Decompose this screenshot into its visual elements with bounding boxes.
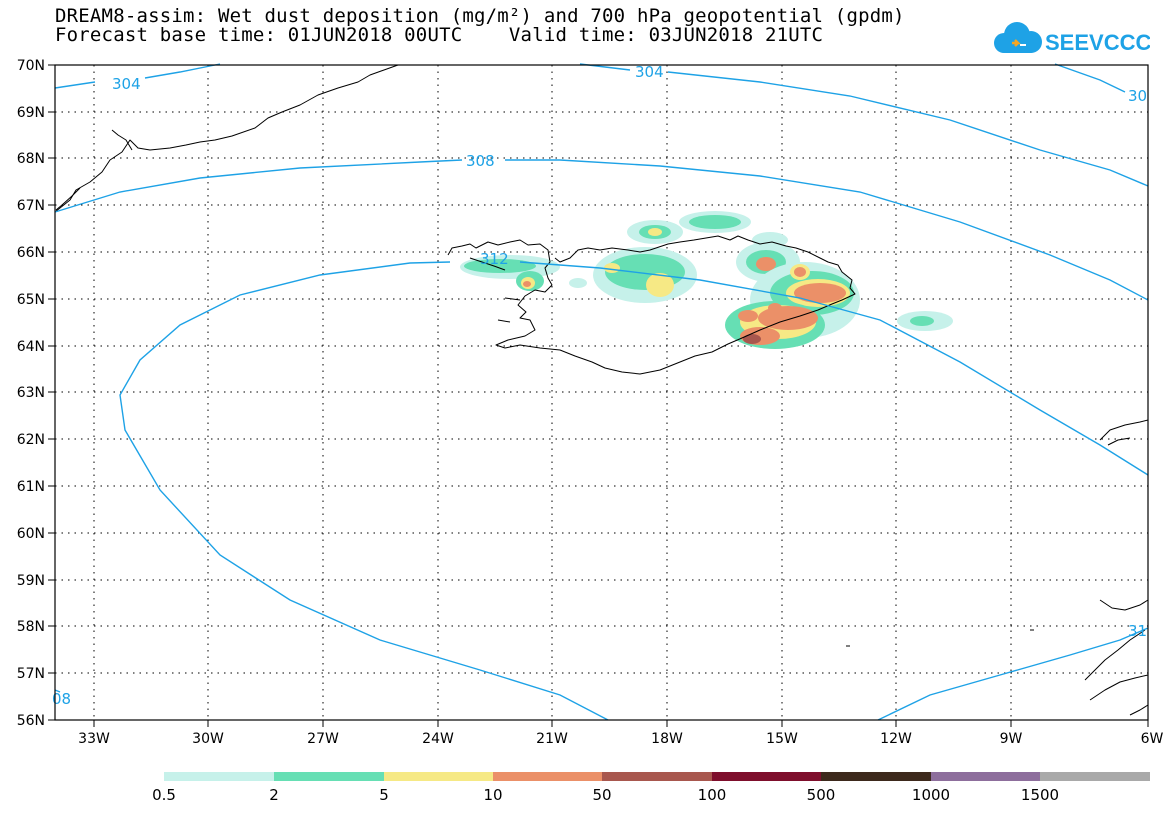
- geopotential-contours: [54, 63, 1149, 721]
- lat-label: 61N: [17, 479, 45, 495]
- lon-label: 12W: [880, 731, 912, 747]
- lon-label: 9W: [1000, 731, 1023, 747]
- lon-label: 24W: [422, 731, 454, 747]
- seevccc-logo: SEEVCCC: [994, 22, 1150, 55]
- graticule: [55, 65, 1148, 720]
- colorbar-label: 500: [806, 786, 836, 804]
- colorbar-swatch: [164, 772, 274, 781]
- colorbar-label: 10: [483, 786, 503, 804]
- colorbar-label: 100: [697, 786, 727, 804]
- colorbar-swatch: [602, 772, 712, 781]
- colorbar-swatch: [274, 772, 384, 781]
- lon-label: 33W: [78, 731, 110, 747]
- cloud-icon: [994, 22, 1042, 53]
- contour-label: 312: [480, 250, 509, 268]
- contour-label: 31: [1128, 622, 1147, 640]
- dust-deposition-field: [460, 211, 953, 349]
- contour-label: 304: [635, 63, 664, 81]
- lon-label: 21W: [536, 731, 568, 747]
- colorbar-swatch: [712, 772, 821, 781]
- colorbar-swatch: [931, 772, 1040, 781]
- lat-label: 68N: [17, 151, 45, 167]
- lat-label: 62N: [17, 432, 45, 448]
- lon-label: 18W: [651, 731, 683, 747]
- colorbar-label: 0.5: [152, 786, 176, 804]
- colorbar-label: 50: [592, 786, 612, 804]
- colorbar-swatch: [821, 772, 931, 781]
- lon-label: 30W: [192, 731, 224, 747]
- lat-label: 56N: [17, 713, 45, 729]
- colorbar-label: 1500: [1020, 786, 1060, 804]
- lat-label: 58N: [17, 619, 45, 635]
- lat-label: 69N: [17, 105, 45, 121]
- map-title-line1: DREAM8-assim: Wet dust deposition (mg/m²…: [55, 5, 905, 27]
- colorbar: [164, 772, 1150, 781]
- colorbar-label: 2: [269, 786, 279, 804]
- contour-label: 304: [112, 75, 141, 93]
- lat-label: 64N: [17, 339, 45, 355]
- contour-label: 308: [466, 152, 495, 170]
- lat-label: 65N: [17, 292, 45, 308]
- colorbar-label: 1000: [911, 786, 951, 804]
- colorbar-swatch: [1040, 772, 1150, 781]
- lat-label: 60N: [17, 526, 45, 542]
- logo-text: SEEVCCC: [1045, 30, 1150, 55]
- lon-label: 15W: [766, 731, 798, 747]
- lon-label: 6W: [1141, 731, 1164, 747]
- map-title-line2: Forecast base time: 01JUN2018 00UTC Vali…: [55, 24, 824, 46]
- lat-label: 63N: [17, 385, 45, 401]
- contour-label: 30: [1128, 87, 1147, 105]
- lat-label: 66N: [17, 245, 45, 261]
- lat-label: 57N: [17, 666, 45, 682]
- colorbar-swatch: [493, 772, 602, 781]
- colorbar-swatch: [384, 772, 493, 781]
- lat-label: 70N: [17, 58, 45, 74]
- lat-label: 59N: [17, 573, 45, 589]
- lon-label: 27W: [307, 731, 339, 747]
- contour-label: 08: [52, 690, 71, 708]
- lat-label: 67N: [17, 198, 45, 214]
- coastlines: [54, 64, 1149, 716]
- colorbar-label: 5: [379, 786, 389, 804]
